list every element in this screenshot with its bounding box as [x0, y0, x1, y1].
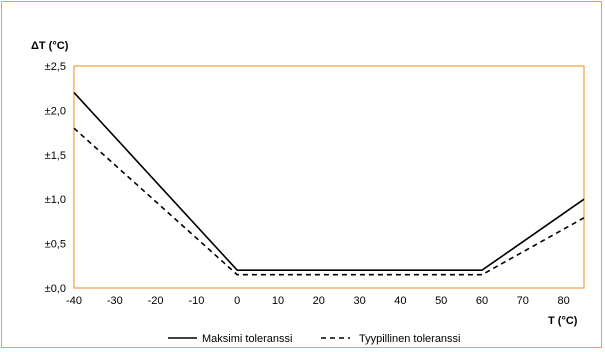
legend: Maksimi toleranssi Tyypillinen toleranss… [168, 333, 461, 345]
x-axis-ticks: -40 -30 -20 -10 0 10 20 30 40 50 60 70 80 [66, 295, 570, 307]
legend-label-maksimi: Maksimi toleranssi [202, 333, 292, 345]
x-tick-label: 10 [272, 295, 284, 307]
y-axis-title: ΔT (°C) [31, 40, 69, 52]
y-tick-label: ±0,5 [45, 239, 66, 251]
series-line-maksimi [73, 92, 585, 272]
x-tick-label: 40 [394, 295, 406, 307]
y-tick-label: ±1,0 [45, 194, 66, 206]
chart-frame: ±0,0 ±0,5 ±1,0 ±1,5 ±2,0 ±2,5 -40 -30 -20 -10 0 10… [1, 1, 602, 348]
x-tick-label: 60 [476, 295, 488, 307]
x-tick-label: 50 [435, 295, 447, 307]
plot-border [73, 65, 585, 289]
y-axis-ticks: ±0,0 ±0,5 ±1,0 ±1,5 ±2,0 ±2,5 [45, 61, 66, 295]
x-tick-label: 80 [557, 295, 569, 307]
y-tick-label: ±0,0 [45, 283, 66, 295]
y-tick-label: ±1,5 [45, 150, 66, 162]
x-axis-title: T (°C) [548, 315, 578, 327]
x-tick-label: 30 [353, 295, 365, 307]
x-tick-label: -20 [148, 295, 164, 307]
x-tick-label: 70 [517, 295, 529, 307]
tolerance-chart: ±0,0 ±0,5 ±1,0 ±1,5 ±2,0 ±2,5 -40 -30 -20 -10 0 10… [31, 40, 585, 345]
x-tick-label: 20 [313, 295, 325, 307]
series-line-tyypillinen [73, 127, 585, 276]
x-tick-label: -10 [188, 295, 204, 307]
series-lines [73, 92, 585, 276]
x-tick-label: -40 [66, 295, 82, 307]
x-tick-label: 0 [234, 295, 240, 307]
y-tick-label: ±2,0 [45, 105, 66, 117]
y-tick-label: ±2,5 [45, 61, 66, 73]
x-tick-label: -30 [107, 295, 123, 307]
plot-area [73, 65, 585, 289]
legend-label-tyypillinen: Tyypillinen toleranssi [359, 333, 461, 345]
